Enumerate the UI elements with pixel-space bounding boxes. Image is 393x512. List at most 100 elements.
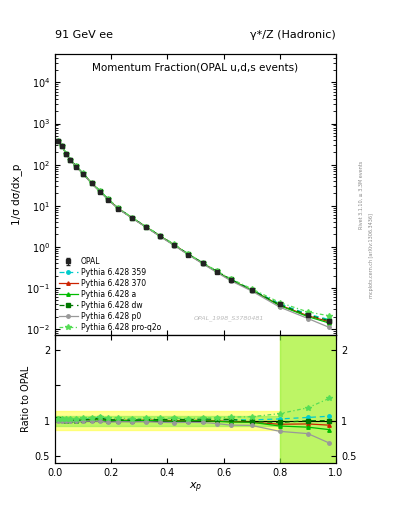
Pythia 6.428 370 [64, 151, 69, 157]
Pythia 6.428 a [55, 138, 60, 144]
Pythia 6.428 a [106, 197, 111, 203]
Pythia 6.428 p0 [306, 315, 310, 322]
Pythia 6.428 p0 [214, 269, 219, 275]
Pythia 6.428 dw [64, 151, 69, 157]
Pythia 6.428 a [200, 260, 205, 266]
Pythia 6.428 a [306, 313, 310, 319]
Pythia 6.428 359 [81, 170, 86, 177]
Text: Momentum Fraction(OPAL u,d,s events): Momentum Fraction(OPAL u,d,s events) [92, 62, 299, 72]
Pythia 6.428 dw [172, 242, 177, 248]
Pythia 6.428 dw [228, 276, 233, 282]
Pythia 6.428 p0 [81, 171, 86, 177]
Pythia 6.428 a [214, 269, 219, 275]
Pythia 6.428 p0 [130, 216, 135, 222]
Pythia 6.428 370 [228, 276, 233, 283]
Pythia 6.428 a [81, 170, 86, 177]
Pythia 6.428 p0 [228, 278, 233, 284]
Line: Pythia 6.428 a: Pythia 6.428 a [56, 139, 331, 325]
Pythia 6.428 a [228, 277, 233, 283]
Pythia 6.428 dw [214, 268, 219, 274]
Pythia 6.428 370 [186, 251, 191, 258]
Text: γ*/Z (Hadronic): γ*/Z (Hadronic) [250, 30, 336, 40]
Pythia 6.428 pro-q2o [60, 143, 64, 149]
Pythia 6.428 a [89, 180, 94, 186]
Pythia 6.428 370 [250, 287, 254, 293]
Pythia 6.428 pro-q2o [106, 196, 111, 202]
Pythia 6.428 pro-q2o [89, 180, 94, 186]
Pythia 6.428 p0 [116, 206, 121, 212]
Pythia 6.428 370 [55, 138, 60, 144]
Pythia 6.428 359 [74, 163, 79, 169]
Pythia 6.428 pro-q2o [277, 300, 282, 306]
Pythia 6.428 370 [60, 143, 64, 149]
Pythia 6.428 359 [214, 268, 219, 274]
Pythia 6.428 dw [106, 197, 111, 203]
Pythia 6.428 359 [277, 301, 282, 307]
Pythia 6.428 pro-q2o [55, 138, 60, 144]
Pythia 6.428 359 [186, 251, 191, 258]
Pythia 6.428 p0 [106, 197, 111, 203]
Pythia 6.428 pro-q2o [97, 188, 102, 194]
Pythia 6.428 p0 [327, 324, 331, 330]
Pythia 6.428 p0 [158, 233, 163, 240]
Pythia 6.428 a [144, 224, 149, 230]
Pythia 6.428 359 [172, 242, 177, 248]
Pythia 6.428 359 [64, 151, 69, 157]
Pythia 6.428 359 [250, 287, 254, 293]
Line: Pythia 6.428 pro-q2o: Pythia 6.428 pro-q2o [55, 138, 332, 318]
Pythia 6.428 a [172, 242, 177, 248]
Pythia 6.428 pro-q2o [74, 163, 79, 169]
Line: Pythia 6.428 359: Pythia 6.428 359 [56, 139, 331, 321]
Pythia 6.428 pro-q2o [250, 286, 254, 292]
Pythia 6.428 pro-q2o [64, 151, 69, 157]
Pythia 6.428 dw [200, 260, 205, 266]
Pythia 6.428 359 [97, 188, 102, 194]
Pythia 6.428 359 [130, 215, 135, 221]
Pythia 6.428 370 [130, 215, 135, 221]
Pythia 6.428 370 [277, 302, 282, 308]
Line: Pythia 6.428 dw: Pythia 6.428 dw [56, 139, 331, 323]
Pythia 6.428 pro-q2o [130, 215, 135, 221]
Pythia 6.428 dw [306, 312, 310, 318]
Pythia 6.428 359 [144, 224, 149, 230]
Pythia 6.428 dw [116, 205, 121, 211]
Pythia 6.428 dw [97, 188, 102, 194]
Pythia 6.428 dw [81, 170, 86, 177]
Legend: OPAL, Pythia 6.428 359, Pythia 6.428 370, Pythia 6.428 a, Pythia 6.428 dw, Pythi: OPAL, Pythia 6.428 359, Pythia 6.428 370… [57, 255, 163, 333]
Pythia 6.428 a [60, 143, 64, 149]
Y-axis label: Ratio to OPAL: Ratio to OPAL [20, 366, 31, 433]
Pythia 6.428 pro-q2o [200, 260, 205, 266]
Pythia 6.428 a [130, 215, 135, 221]
Pythia 6.428 p0 [172, 243, 177, 249]
Text: mcplots.cern.ch [arXiv:1306.3436]: mcplots.cern.ch [arXiv:1306.3436] [369, 214, 374, 298]
Pythia 6.428 359 [116, 205, 121, 211]
Pythia 6.428 p0 [60, 143, 64, 150]
Pythia 6.428 370 [116, 205, 121, 211]
Pythia 6.428 dw [250, 287, 254, 293]
Pythia 6.428 p0 [144, 224, 149, 230]
Pythia 6.428 a [64, 151, 69, 157]
Pythia 6.428 a [250, 287, 254, 293]
Pythia 6.428 359 [55, 138, 60, 144]
Pythia 6.428 a [68, 157, 73, 163]
Pythia 6.428 a [97, 188, 102, 195]
Pythia 6.428 370 [74, 163, 79, 169]
Pythia 6.428 pro-q2o [327, 313, 331, 319]
Pythia 6.428 370 [144, 224, 149, 230]
Pythia 6.428 p0 [200, 261, 205, 267]
Pythia 6.428 p0 [64, 151, 69, 157]
Pythia 6.428 dw [74, 163, 79, 169]
Pythia 6.428 pro-q2o [68, 157, 73, 163]
Pythia 6.428 pro-q2o [306, 309, 310, 315]
Pythia 6.428 a [74, 163, 79, 169]
Line: Pythia 6.428 370: Pythia 6.428 370 [56, 139, 331, 324]
Pythia 6.428 370 [214, 269, 219, 275]
Pythia 6.428 370 [172, 242, 177, 248]
Pythia 6.428 a [186, 251, 191, 258]
Pythia 6.428 pro-q2o [158, 232, 163, 239]
Pythia 6.428 pro-q2o [186, 251, 191, 257]
Pythia 6.428 p0 [55, 138, 60, 144]
Pythia 6.428 359 [68, 157, 73, 163]
Pythia 6.428 a [277, 303, 282, 309]
Pythia 6.428 dw [89, 180, 94, 186]
